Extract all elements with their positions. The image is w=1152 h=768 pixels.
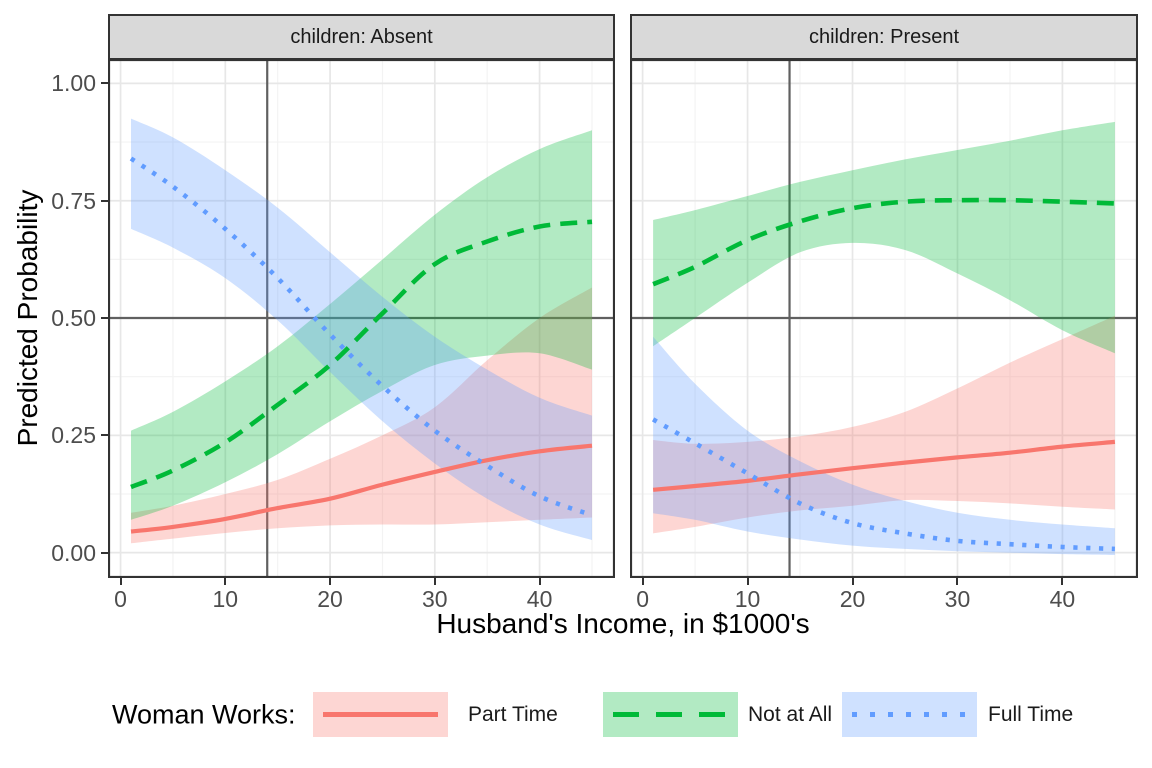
x-tick-mark: [224, 578, 227, 585]
legend-label-full-time: Full Time: [988, 703, 1074, 726]
facet-strip-present: children: Present: [630, 14, 1138, 60]
x-tick-mark: [746, 578, 749, 585]
x-tick-label: 10: [734, 586, 761, 612]
legend-key-not-at-all: [603, 692, 738, 737]
y-tick-mark: [101, 317, 108, 320]
legend-title: Woman Works:: [112, 699, 296, 730]
facet-strip-absent: children: Absent: [108, 14, 615, 60]
legend-key-part-time: [313, 692, 448, 737]
x-tick-mark: [329, 578, 332, 585]
x-tick-label: 30: [422, 586, 448, 612]
plot-panel-present: [630, 59, 1138, 578]
x-tick-label: 20: [317, 586, 343, 612]
y-tick-label: 0.25: [51, 422, 96, 449]
x-tick-mark: [433, 578, 436, 585]
legend-label-part-time: Part Time: [468, 703, 558, 726]
facet-strip-absent-label: children: Absent: [290, 25, 433, 48]
y-tick-label: 0.00: [51, 539, 96, 566]
x-tick-label: 40: [526, 586, 553, 612]
legend-key-full-time: [842, 692, 977, 737]
x-tick-label: 30: [944, 586, 971, 612]
plot-panel-absent: [108, 59, 615, 578]
x-tick-mark: [641, 578, 644, 585]
y-tick-label: 0.50: [51, 305, 96, 332]
x-tick-label: 10: [212, 586, 239, 612]
x-axis-title: Husband's Income, in $1000's: [436, 608, 810, 639]
x-tick-mark: [956, 578, 959, 585]
facet-strip-present-label: children: Present: [808, 25, 960, 48]
legend-label-not-at-all: Not at All: [748, 703, 833, 726]
x-tick-mark: [1061, 578, 1064, 585]
y-tick-mark: [101, 82, 108, 85]
x-tick-mark: [119, 578, 122, 585]
y-tick-label: 0.75: [51, 187, 96, 214]
y-tick-mark: [101, 434, 108, 437]
y-tick-mark: [101, 199, 108, 202]
x-tick-mark: [538, 578, 541, 585]
x-tick-label: 0: [636, 586, 649, 612]
x-tick-label: 40: [1049, 586, 1076, 612]
x-tick-mark: [851, 578, 854, 585]
y-tick-label: 1.00: [51, 70, 96, 97]
y-tick-mark: [101, 551, 108, 554]
x-tick-label: 0: [114, 586, 127, 612]
x-tick-label: 20: [839, 586, 866, 612]
y-axis-title: Predicted Probability: [12, 189, 43, 447]
